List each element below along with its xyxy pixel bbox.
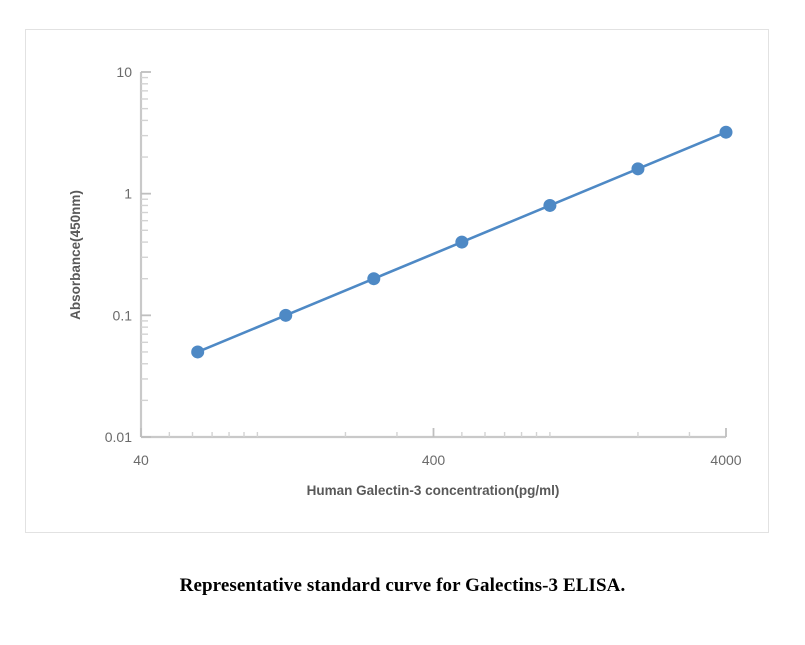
x-tick-label: 4000 (710, 452, 741, 468)
y-tick-label: 1 (124, 186, 132, 202)
data-point-marker (631, 162, 645, 176)
figure-caption: Representative standard curve for Galect… (179, 575, 626, 596)
y-tick-label: 0.01 (105, 429, 132, 445)
y-tick-label: 10 (116, 64, 132, 80)
data-point-marker (719, 125, 733, 139)
y-axis-title: Absorbance(450nm) (68, 190, 83, 320)
x-axis-minor-ticks (168, 432, 691, 437)
y-tick-label: 0.1 (113, 307, 133, 323)
data-point-marker (367, 272, 381, 286)
x-axis-major-ticks (140, 428, 727, 437)
x-tick-label: 40 (133, 452, 149, 468)
y-axis-minor-ticks (141, 76, 148, 402)
y-axis-major-ticks (141, 71, 151, 438)
x-axis-title: Human Galectin-3 concentration(pg/ml) (307, 483, 560, 498)
x-axis-tick-labels: 40 400 4000 (133, 452, 742, 468)
data-point-marker (543, 198, 557, 212)
data-point-marker (191, 345, 205, 359)
series-markers (191, 125, 733, 359)
y-axis-tick-labels: 0.01 0.1 1 10 (105, 64, 132, 445)
data-point-marker (455, 235, 469, 249)
standard-curve-chart: 0.01 0.1 1 10 40 400 4000 Human Galectin-3 co… (68, 64, 742, 498)
data-point-marker (279, 308, 293, 322)
chart-frame: 0.01 0.1 1 10 40 400 4000 Human Galectin-3 co… (25, 29, 769, 533)
x-tick-label: 400 (422, 452, 446, 468)
